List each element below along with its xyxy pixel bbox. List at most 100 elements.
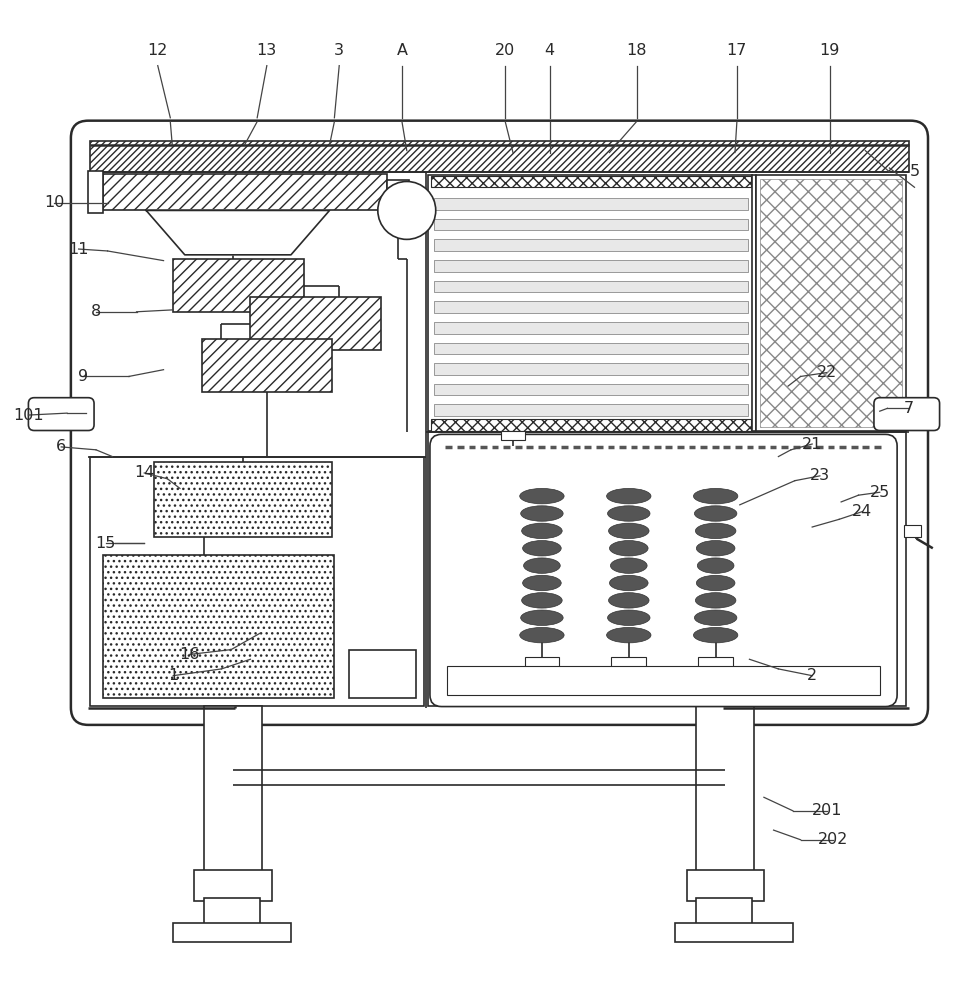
- Text: A: A: [397, 43, 408, 58]
- Bar: [88, 171, 103, 213]
- Circle shape: [378, 181, 436, 239]
- Bar: [431, 419, 751, 431]
- Bar: [103, 174, 387, 210]
- Bar: [698, 657, 733, 669]
- Text: 15: 15: [96, 536, 116, 551]
- Ellipse shape: [608, 506, 650, 521]
- Ellipse shape: [609, 523, 650, 539]
- Bar: [434, 343, 748, 354]
- Bar: [173, 259, 304, 312]
- Ellipse shape: [609, 593, 650, 608]
- Bar: [696, 706, 754, 872]
- Text: 16: 16: [179, 647, 199, 662]
- Bar: [760, 179, 902, 427]
- Ellipse shape: [696, 575, 735, 591]
- Text: 25: 25: [869, 485, 890, 500]
- Text: 10: 10: [45, 195, 65, 210]
- Bar: [675, 923, 793, 942]
- Bar: [447, 666, 880, 695]
- Text: 19: 19: [819, 43, 839, 58]
- Bar: [434, 404, 748, 416]
- Ellipse shape: [521, 506, 563, 521]
- Ellipse shape: [695, 593, 736, 608]
- Bar: [428, 432, 906, 706]
- Ellipse shape: [693, 488, 738, 504]
- Text: 11: 11: [69, 242, 89, 257]
- Bar: [204, 706, 262, 872]
- Text: 22: 22: [817, 365, 836, 380]
- Ellipse shape: [697, 558, 734, 573]
- Text: 3: 3: [334, 43, 345, 58]
- FancyBboxPatch shape: [874, 398, 940, 431]
- Ellipse shape: [607, 627, 651, 643]
- Ellipse shape: [694, 610, 737, 625]
- Text: 7: 7: [904, 401, 914, 416]
- Text: 2: 2: [807, 668, 817, 683]
- FancyBboxPatch shape: [71, 121, 928, 725]
- Bar: [154, 462, 332, 537]
- Text: 201: 201: [811, 803, 842, 818]
- Bar: [612, 657, 647, 669]
- Bar: [387, 180, 408, 209]
- Text: 202: 202: [818, 832, 849, 847]
- Bar: [501, 431, 525, 440]
- Text: 8: 8: [91, 304, 101, 319]
- Ellipse shape: [523, 541, 561, 556]
- Bar: [434, 239, 748, 251]
- Text: 6: 6: [56, 439, 66, 454]
- Ellipse shape: [611, 558, 648, 573]
- Text: 17: 17: [727, 43, 747, 58]
- Bar: [696, 898, 752, 927]
- Bar: [756, 175, 906, 431]
- Text: 13: 13: [257, 43, 277, 58]
- Bar: [348, 650, 416, 698]
- Bar: [428, 175, 756, 431]
- Bar: [434, 219, 748, 230]
- Bar: [195, 870, 272, 901]
- Ellipse shape: [694, 506, 737, 521]
- Bar: [431, 176, 751, 187]
- Bar: [686, 870, 764, 901]
- Bar: [434, 198, 748, 210]
- FancyBboxPatch shape: [430, 434, 897, 707]
- Ellipse shape: [610, 541, 649, 556]
- Ellipse shape: [523, 575, 561, 591]
- Ellipse shape: [693, 627, 738, 643]
- Text: 4: 4: [545, 43, 555, 58]
- Text: 101: 101: [14, 408, 44, 423]
- Text: 24: 24: [852, 504, 872, 519]
- Ellipse shape: [696, 541, 735, 556]
- Ellipse shape: [521, 610, 563, 625]
- Bar: [103, 555, 334, 698]
- Ellipse shape: [610, 575, 649, 591]
- Text: 1: 1: [168, 668, 178, 683]
- Bar: [434, 363, 748, 375]
- Text: 18: 18: [626, 43, 647, 58]
- Bar: [434, 260, 748, 272]
- Ellipse shape: [520, 627, 564, 643]
- Bar: [90, 141, 909, 172]
- Ellipse shape: [695, 523, 736, 539]
- Bar: [251, 297, 380, 350]
- Ellipse shape: [522, 593, 562, 608]
- Bar: [202, 339, 332, 392]
- Ellipse shape: [608, 610, 650, 625]
- Bar: [525, 657, 560, 669]
- Ellipse shape: [520, 488, 564, 504]
- Text: 9: 9: [78, 369, 88, 384]
- Bar: [434, 281, 748, 292]
- Ellipse shape: [522, 523, 562, 539]
- Polygon shape: [146, 210, 329, 255]
- Bar: [90, 457, 424, 706]
- Ellipse shape: [524, 558, 560, 573]
- Text: 23: 23: [810, 468, 830, 483]
- Ellipse shape: [607, 488, 651, 504]
- Text: 20: 20: [495, 43, 515, 58]
- Text: 5: 5: [909, 164, 920, 179]
- Bar: [204, 898, 260, 927]
- Bar: [434, 322, 748, 334]
- Text: 21: 21: [802, 437, 823, 452]
- Bar: [904, 525, 922, 537]
- FancyBboxPatch shape: [28, 398, 94, 431]
- Bar: [434, 384, 748, 395]
